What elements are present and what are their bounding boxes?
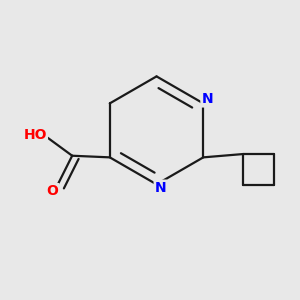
- Text: O: O: [46, 184, 58, 198]
- Text: N: N: [201, 92, 213, 106]
- Text: N: N: [155, 181, 166, 195]
- Text: HO: HO: [23, 128, 47, 142]
